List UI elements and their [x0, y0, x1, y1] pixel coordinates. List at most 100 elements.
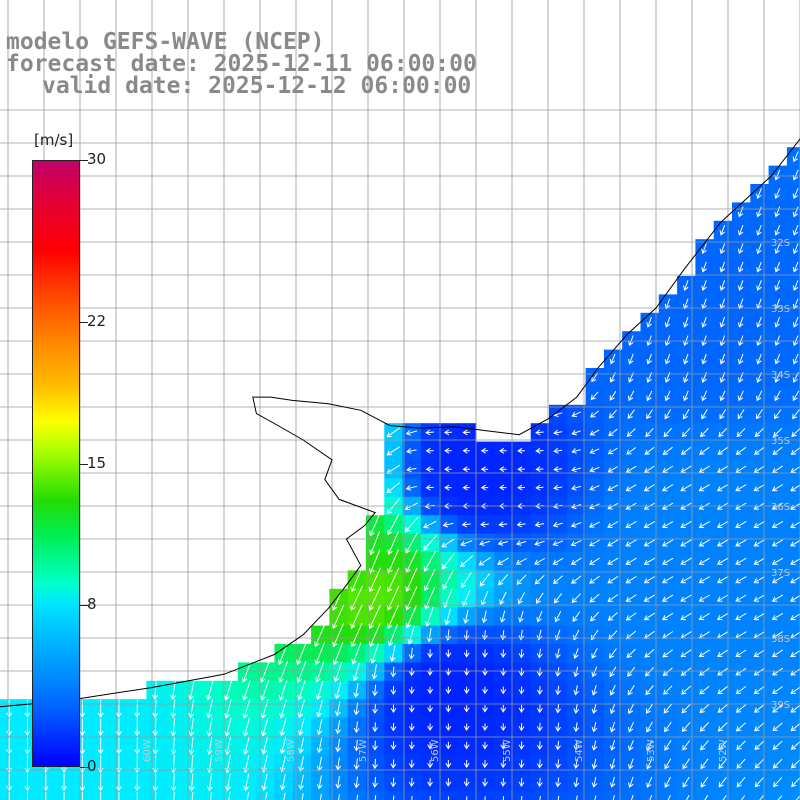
wind-arrow — [680, 446, 692, 455]
wind-arrow — [719, 243, 726, 255]
wind-arrow — [136, 791, 138, 800]
wind-arrow — [608, 428, 618, 437]
wind-arrow — [225, 773, 231, 792]
wind-arrow — [335, 775, 342, 789]
wind-arrow — [332, 623, 345, 648]
wind-arrow — [735, 722, 747, 732]
wind-arrow — [152, 681, 158, 700]
wind-arrow — [571, 448, 581, 454]
wind-arrow — [134, 773, 141, 792]
wind-arrow — [517, 592, 526, 605]
wind-arrow — [134, 718, 141, 737]
forecast-date: forecast date: 2025-12-11 06:00:00 — [6, 51, 477, 77]
wind-arrow — [609, 740, 616, 752]
wind-arrow — [482, 649, 488, 658]
wind-arrow — [700, 740, 709, 751]
wind-arrow — [443, 588, 453, 609]
wind-arrow — [701, 243, 707, 255]
wind-arrow — [408, 667, 415, 677]
wind-arrow — [736, 740, 746, 751]
wind-arrow — [722, 795, 727, 800]
wind-cell — [786, 791, 800, 800]
wind-arrow — [296, 642, 307, 666]
wind-arrow — [445, 741, 452, 750]
wind-arrow — [719, 409, 727, 420]
wind-arrow — [735, 446, 747, 455]
colorbar-tick — [80, 321, 88, 323]
wind-arrow — [350, 604, 363, 630]
wind-arrow — [628, 758, 634, 770]
wind-arrow — [443, 429, 452, 436]
wind-arrow — [717, 704, 728, 713]
wind-arrow — [314, 642, 326, 666]
wind-arrow — [170, 680, 176, 701]
wind-arrow — [792, 316, 799, 328]
lat-label: 38S — [771, 634, 790, 645]
wind-arrow — [319, 793, 322, 800]
wind-arrow — [774, 224, 781, 236]
wind-arrow — [777, 795, 783, 800]
wind-arrow — [404, 516, 419, 533]
wind-arrow — [539, 795, 541, 800]
wind-arrow — [283, 792, 286, 800]
wind-arrow — [771, 594, 784, 602]
wind-arrow — [555, 685, 561, 696]
wind-arrow — [368, 585, 382, 611]
wind-arrow — [627, 666, 636, 677]
wind-arrow — [774, 353, 781, 365]
wind-arrow — [755, 409, 763, 420]
wind-arrow — [372, 740, 379, 751]
wind-arrow — [298, 774, 305, 791]
wind-arrow — [518, 723, 525, 732]
wind-arrow — [698, 465, 710, 473]
wind-arrow — [408, 777, 415, 788]
wind-arrow — [206, 680, 214, 701]
wind-arrow — [423, 535, 437, 551]
wind-arrow — [408, 741, 415, 750]
wind-arrow — [645, 685, 654, 696]
wind-arrow — [555, 759, 561, 769]
wind-arrow — [627, 703, 635, 715]
wind-arrow — [442, 570, 454, 590]
wind-arrow — [152, 773, 159, 792]
wind-cell — [274, 791, 294, 800]
wind-arrow — [535, 429, 544, 436]
wind-arrow — [701, 280, 707, 291]
wind-arrow — [242, 698, 251, 719]
wind-arrow — [774, 298, 781, 310]
wind-arrow — [387, 623, 399, 647]
wind-arrow — [594, 795, 597, 800]
wind-arrow — [680, 649, 692, 658]
wind-arrow — [261, 717, 269, 737]
wind-arrow — [301, 793, 304, 800]
wind-arrow — [228, 791, 231, 800]
wind-arrow — [173, 791, 175, 800]
wind-arrow — [478, 556, 491, 566]
wind-arrow — [482, 759, 488, 769]
wind-arrow — [589, 429, 600, 436]
wind-arrow — [700, 758, 709, 770]
wind-arrow — [371, 664, 378, 680]
wind-arrow — [279, 718, 287, 737]
wind-arrow — [481, 610, 488, 624]
wind-arrow — [518, 741, 525, 750]
wind-arrow — [646, 353, 652, 365]
wind-arrow — [716, 520, 729, 529]
wind-arrow — [405, 485, 418, 491]
wind-arrow — [444, 447, 452, 454]
wind-arrow — [408, 723, 415, 732]
wind-arrow — [570, 539, 582, 547]
wind-arrow — [753, 612, 765, 621]
wind-arrow — [735, 576, 747, 584]
wind-arrow — [152, 755, 159, 774]
wind-arrow — [517, 484, 526, 491]
wind-arrow — [338, 794, 340, 800]
wind-arrow — [260, 661, 270, 683]
wind-arrow — [753, 685, 765, 695]
wind-cell — [603, 791, 623, 800]
wind-arrow — [482, 741, 488, 750]
wind-arrow — [372, 758, 379, 770]
wind-arrow — [790, 539, 800, 547]
wind-arrow — [224, 717, 232, 737]
wind-arrow — [625, 520, 637, 528]
